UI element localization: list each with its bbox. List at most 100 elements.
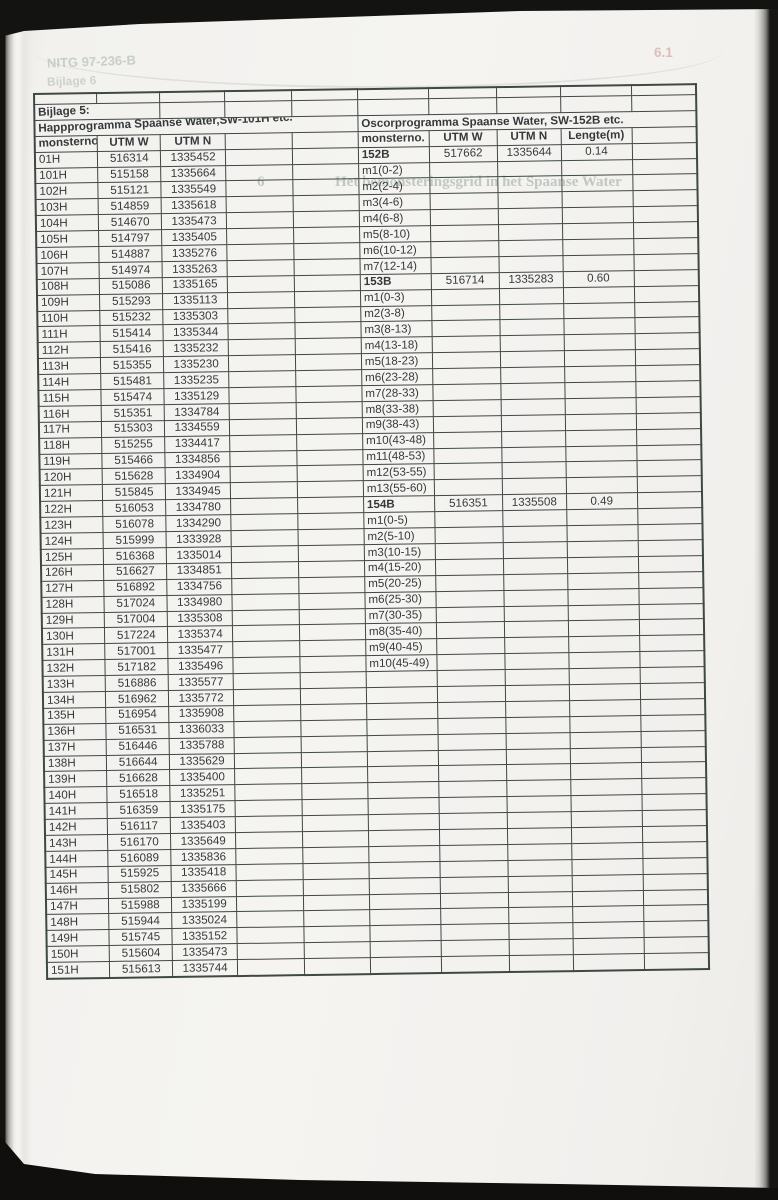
table-cell: 1334780 — [165, 498, 231, 516]
table-cell — [635, 396, 701, 414]
table-cell — [432, 383, 501, 401]
table-cell: m6(25-30) — [364, 591, 436, 609]
table-cell — [506, 748, 571, 765]
bijlage-cell: Bijlage 5: — [34, 102, 161, 121]
table-cell: 515303 — [101, 420, 165, 438]
table-cell: m5(18-23) — [361, 352, 433, 370]
table-cell — [502, 509, 567, 527]
table-cell: 119H — [39, 453, 103, 470]
table-cell — [440, 892, 509, 909]
table-cell: m12(53-55) — [362, 464, 435, 482]
table-cell — [437, 733, 507, 751]
table-cell — [232, 656, 301, 674]
table-cell — [631, 142, 698, 160]
table-cell: 1334980 — [167, 594, 233, 612]
table-cell: 516531 — [106, 722, 170, 740]
table-cell — [229, 434, 297, 452]
table-cell — [368, 813, 440, 831]
table-cell — [563, 349, 636, 367]
table-cell — [565, 445, 637, 463]
table-cell — [643, 920, 709, 938]
table-cell: 1335263 — [162, 260, 228, 278]
table-cell — [434, 526, 503, 544]
table-cell — [237, 942, 305, 960]
right-col-header-utm-n: UTM N — [496, 128, 561, 146]
table-cell — [508, 938, 573, 956]
table-cell — [292, 147, 359, 165]
table-cell: 1335496 — [168, 657, 234, 675]
table-cell — [226, 243, 294, 261]
table-cell: 1336033 — [169, 721, 235, 739]
table-cell — [568, 683, 641, 701]
table-cell: 1335452 — [160, 149, 226, 167]
table-cell: 112H — [37, 341, 101, 359]
table-cell — [504, 668, 569, 686]
table-cell — [564, 381, 636, 399]
table-cell — [638, 587, 704, 605]
table-cell: 1335344 — [163, 324, 229, 341]
left-col-header-monsterno: monsterno. — [34, 135, 98, 153]
table-cell — [436, 653, 505, 671]
table-cell: 150H — [46, 945, 110, 963]
table-cell — [501, 446, 566, 464]
table-cell — [568, 667, 640, 685]
table-cell — [638, 571, 704, 589]
table-cell: 125H — [40, 548, 104, 566]
table-cell: 1335403 — [170, 816, 236, 834]
table-cell — [568, 651, 640, 669]
table-cell — [503, 557, 568, 575]
table-cell: 516170 — [107, 833, 171, 851]
table-cell — [571, 874, 643, 892]
table-cell: m3(8-13) — [360, 321, 432, 339]
table-cell — [226, 195, 294, 213]
table-cell — [302, 814, 369, 832]
table-cell — [225, 164, 293, 182]
table-cell: 515293 — [99, 293, 163, 311]
table-cell: m8(35-40) — [365, 622, 437, 640]
table-cell: m9(38-43) — [362, 416, 434, 434]
table-cell: m10(45-49) — [365, 654, 437, 672]
table-cell — [636, 460, 702, 477]
table-cell — [369, 924, 441, 942]
table-cell — [633, 269, 699, 287]
table-cell — [498, 255, 563, 273]
table-cell — [565, 476, 638, 494]
table-cell: m4(13-18) — [361, 336, 433, 354]
table-cell: 110H — [37, 310, 101, 327]
table-cell — [433, 447, 502, 465]
table-cell — [632, 189, 698, 207]
table-cell — [439, 860, 508, 878]
table-cell — [642, 873, 708, 891]
table-cell — [500, 366, 565, 384]
table-cell — [640, 730, 706, 748]
table-cell: m5(8-10) — [359, 225, 431, 243]
table-cell — [571, 858, 643, 876]
table-cell — [634, 317, 700, 334]
table-cell: 516627 — [103, 563, 167, 581]
table-cell: 154B — [363, 495, 435, 513]
table-cell — [234, 736, 302, 754]
table-cell: 147H — [45, 897, 110, 915]
table-cell: 0.60 — [562, 270, 634, 288]
table-cell — [564, 413, 637, 431]
table-cell: 1335664 — [160, 165, 226, 183]
table-cell: 106H — [36, 246, 100, 264]
table-cell: 1334756 — [166, 578, 233, 596]
table-cell: 114H — [38, 373, 102, 391]
table-cell: 515086 — [99, 277, 163, 295]
table-cell — [635, 364, 701, 382]
table-cell — [561, 159, 633, 177]
table-cell — [292, 179, 359, 196]
table-wrap: Bijlage 5: Happprogramma Spaanse Water,S… — [33, 83, 711, 980]
table-cell: 117H — [38, 421, 102, 439]
table-cell: 1335744 — [172, 959, 238, 978]
table-cell — [300, 687, 367, 705]
table-cell: 149H — [46, 929, 110, 947]
table-cell: m2(5-10) — [363, 527, 436, 545]
table-cell: 1335836 — [170, 848, 237, 866]
table-cell: 516628 — [106, 769, 170, 787]
table-cell — [505, 700, 570, 718]
table-cell — [562, 238, 634, 256]
table-cell — [226, 211, 294, 229]
table-cell: 1334945 — [165, 482, 231, 500]
